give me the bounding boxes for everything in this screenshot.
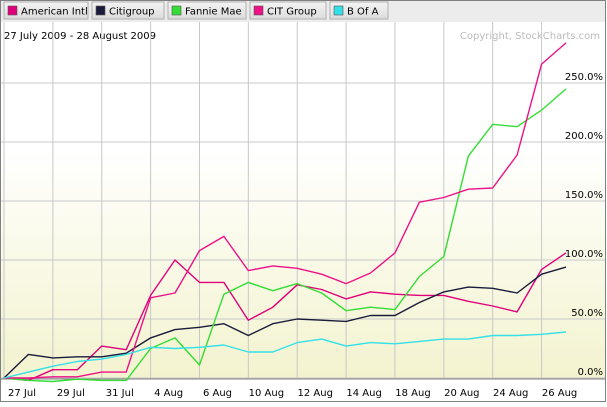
legend-item: Fannie Mae: [167, 1, 247, 20]
legend-item-box: [329, 1, 389, 20]
legend-item: CIT Group: [249, 1, 327, 20]
legend-item-box: [249, 1, 327, 20]
series-line: [3, 266, 567, 379]
y-tick-label: 200.0%: [565, 131, 603, 142]
x-tick-label: 24 Aug: [493, 388, 528, 399]
legend: American Intl Citigroup Fannie Mae CIT Grou…: [3, 1, 389, 20]
x-axis: 27 Jul 29 Jul 31 Jul 4 Aug 6 Aug 10 Aug 12 Aug…: [0, 378, 606, 402]
y-tick-label: 0.0%: [578, 367, 603, 378]
legend-swatch: [253, 5, 264, 16]
legend-swatch: [95, 5, 106, 16]
x-tick-label: 18 Aug: [395, 388, 430, 399]
x-tick-label: 31 Jul: [106, 388, 134, 399]
x-tick-label: 26 Aug: [542, 388, 577, 399]
series-group: [3, 42, 567, 383]
series-line: [3, 252, 567, 382]
legend-item-box: [91, 1, 165, 20]
legend-item: American Intl: [3, 1, 89, 20]
series-line: [4, 42, 567, 379]
legend-label: CIT Group: [267, 7, 317, 18]
legend-item-box: [3, 1, 89, 20]
series-line: [3, 88, 567, 383]
x-tick-label: 29 Jul: [57, 388, 85, 399]
x-tick-label: 20 Aug: [444, 388, 479, 399]
y-tick-label: 100.0%: [565, 249, 603, 260]
x-tick-label: 27 Jul: [8, 388, 36, 399]
legend-item-box: [167, 1, 247, 20]
legend-item: B Of A: [329, 1, 389, 20]
legend-swatch: [7, 5, 18, 16]
legend-label: American Intl: [21, 7, 88, 18]
y-tick-label: 150.0%: [565, 190, 603, 201]
x-tick-label: 12 Aug: [297, 388, 332, 399]
legend-label: B Of A: [347, 7, 379, 18]
x-tick-label: 6 Aug: [203, 388, 232, 399]
y-axis: 0.0% 50.0% 100.0% 150.0% 200.0% 250.0%: [565, 72, 603, 378]
legend-label: Fannie Mae: [185, 7, 242, 18]
grid: [0, 22, 606, 402]
y-tick-label: 250.0%: [565, 72, 603, 83]
x-tick-label: 14 Aug: [346, 388, 381, 399]
x-tick-label: 10 Aug: [249, 388, 284, 399]
series-line: [3, 331, 567, 379]
legend-item: Citigroup: [91, 1, 165, 20]
legend-swatch: [171, 5, 182, 16]
x-axis-band: [0, 379, 606, 402]
legend-swatch: [333, 5, 344, 16]
copyright-text: Copyright, StockCharts.com: [460, 31, 600, 42]
x-tick-label: 4 Aug: [154, 388, 183, 399]
y-tick-label: 50.0%: [571, 308, 603, 319]
legend-label: Citigroup: [109, 7, 155, 18]
date-range: 27 July 2009 - 28 August 2009: [4, 31, 156, 42]
